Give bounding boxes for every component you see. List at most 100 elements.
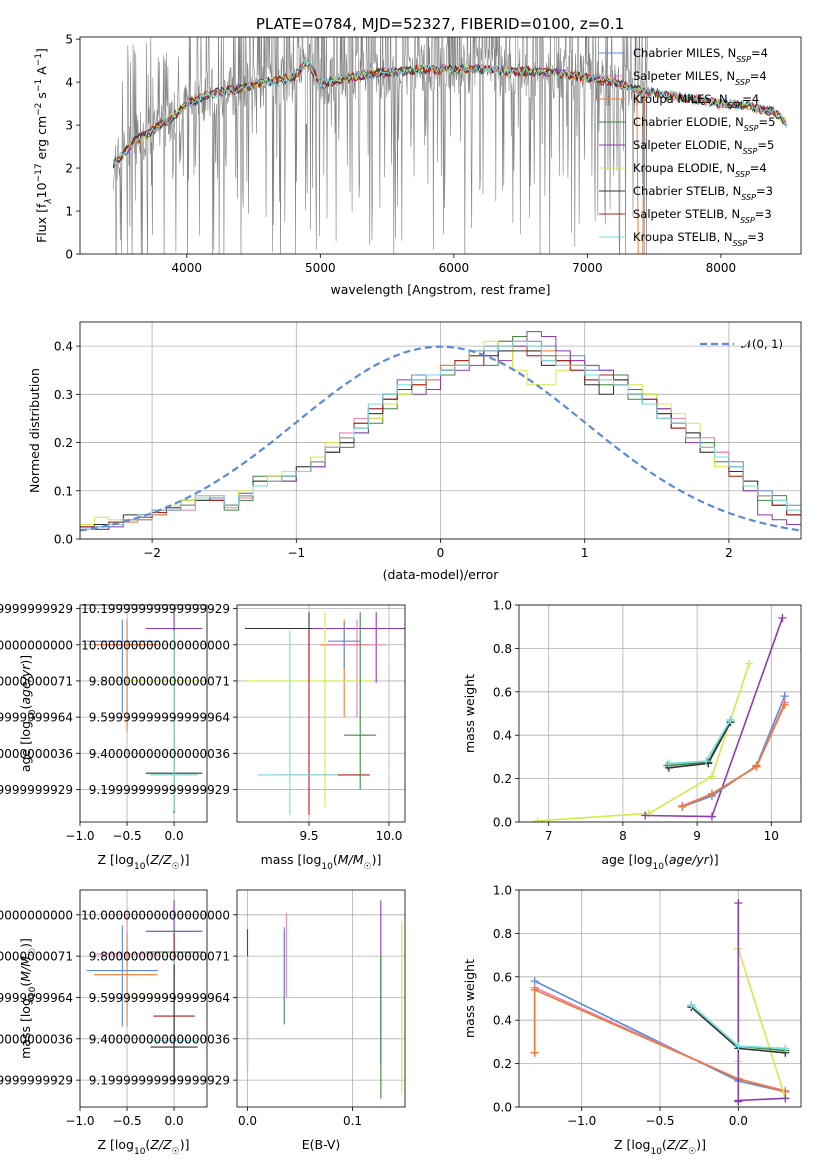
y-tick-label: 0.4 [493,1014,512,1028]
axes-mass-vs-EBV: 0.0 0.1 9.19999999999999929 9.4000000000000… [81,889,406,1152]
y-tick-label: 1.0 [493,884,512,898]
legend-label: Kroupa ELODIE, NSSP=4 [633,161,767,179]
axes-spectrum: 4000 5000 6000 7000 8000 0 1 2 3 4 5 Chabrier MILES… [34,33,802,297]
histogram-series [80,340,801,539]
y-tick-label: 10.00000000000000000 [81,638,230,652]
axes-frame [79,604,208,823]
legend-label: Salpeter STELIB, NSSP=3 [633,207,772,225]
axes-age-vs-mass: 9.5 10.0 9.19999999999999929 9.400000000000… [81,602,406,872]
y-axis-label: Flux [fλ10−17 erg cm−2 s−1 A−1] [34,48,54,243]
weight-line [737,948,787,1099]
y-tick-label: 9.40000000000000036 [0,747,73,761]
y-tick-label: 0.8 [493,642,512,656]
weight-line [681,704,786,808]
ticks-residuals: −2 −1 0 1 2 0.0 0.1 0.2 0.3 0.4 [54,340,733,560]
y-tick-label: 9.59999999999999964 [89,711,230,725]
y-tick-label: 9.80000000000000071 [89,950,230,964]
legend-label: Chabrier STELIB, NSSP=3 [633,184,773,202]
x-axis-label: Z [log10(Z/Z☉)] [614,1137,706,1157]
x-tick-label: 7000 [572,261,603,275]
weight-marker [745,659,754,668]
legend-label: Chabrier MILES, NSSP=4 [633,46,768,64]
legend-spectrum: Chabrier MILES, NSSP=4 Salpeter MILES, NS… [599,46,775,248]
weight-line [533,988,786,1093]
x-tick-label: 8 [619,829,627,843]
x-axis-label: wavelength [Angstrom, rest frame] [330,282,550,297]
y-tick-label: 0.8 [493,927,512,941]
y-tick-label: 9.80000000000000071 [89,674,230,688]
axes-frame [79,36,802,255]
x-tick-label: 2 [725,546,733,560]
y-tick-label: 10.19999999999999929 [0,602,73,616]
axes-frame [236,889,406,1108]
y-tick-label: 0.2 [493,772,512,786]
x-tick-label: 6000 [439,261,470,275]
y-tick-label: 10.00000000000000000 [81,908,230,922]
x-tick-label: 5000 [305,261,336,275]
weight-marker [726,716,735,725]
x-tick-label: 0.1 [343,1114,362,1128]
y-tick-label: 9.40000000000000036 [89,1032,230,1046]
plot-area-residuals [80,331,801,539]
y-tick-label: 0.0 [54,533,73,547]
y-tick-label: 0.0 [493,816,512,830]
axes-mass-vs-Z: −1.0 −0.5 0.0 9.19999999999999929 9.40000000… [0,889,208,1157]
x-axis-label: Z [log10(Z/Z☉)] [98,852,190,872]
ticks-spectrum: 4000 5000 6000 7000 8000 0 1 2 3 4 5 [65,33,736,275]
x-tick-label: −2 [143,546,161,560]
x-tick-label: −0.5 [112,1114,141,1128]
y-tick-label: 9.80000000000000071 [0,674,73,688]
axes-age-vs-Z: −1.0 −0.5 0.0 9.19999999999999929 9.40000000… [0,602,208,872]
weight-marker [734,1096,743,1105]
weight-marker [533,816,542,822]
weight-marker [707,812,716,821]
y-axis-label: mass weight [462,674,477,753]
legend-label: Kroupa STELIB, NSSP=3 [633,230,764,248]
ticks-age-vs-mass: 9.5 10.0 9.19999999999999929 9.400000000000… [81,602,402,843]
x-tick-label: −1.0 [65,1114,94,1128]
weight-line [645,617,784,818]
plot-area-spectrum [112,37,787,254]
y-tick-label: 9.19999999999999929 [0,783,73,797]
weight-line [667,719,732,767]
y-axis-label: Normed distribution [27,368,42,493]
axes-frame [518,604,802,823]
axes-frame [236,604,406,823]
y-tick-label: 0.1 [54,484,73,498]
weight-marker [781,1094,790,1103]
y-tick-label: 0.4 [54,340,73,354]
weight-marker [641,811,650,820]
y-tick-label: 10.00000000000000000 [0,908,73,922]
y-tick-label: 9.80000000000000071 [0,950,73,964]
legend-label: Salpeter MILES, NSSP=4 [633,69,767,87]
ticks-age-vs-Z: −1.0 −0.5 0.0 9.19999999999999929 9.40000000… [0,602,184,843]
x-tick-label: 4000 [172,261,203,275]
x-axis-label: E(B-V) [302,1137,341,1152]
x-tick-label: 1 [581,546,589,560]
model-spectrum [112,56,787,167]
legend-label: Chabrier ELODIE, NSSP=5 [633,115,775,133]
y-tick-label: 5 [65,33,73,47]
y-tick-label: 1.0 [493,599,512,613]
y-tick-label: 0.0 [493,1101,512,1115]
x-tick-label: 9 [693,829,701,843]
y-tick-label: 9.19999999999999929 [89,1074,230,1088]
axes-frame [79,889,208,1108]
x-axis-label: age [log10(age/yr)] [601,852,718,872]
y-tick-label: 0 [65,248,73,262]
plot-area-mass-vs-Z [86,900,203,1085]
x-tick-label: 0 [437,546,445,560]
plot-area-age-vs-Z [86,612,203,813]
x-tick-label: −1 [287,546,305,560]
x-tick-label: 0.0 [729,1114,748,1128]
y-axis-label: mass weight [462,959,477,1038]
normal-curve [80,345,801,532]
legend-label: 𝒩(0, 1) [741,337,783,351]
y-tick-label: 0.4 [493,729,512,743]
ticks-mass-vs-EBV: 0.0 0.1 9.19999999999999929 9.4000000000000… [81,908,362,1128]
x-tick-label: 8000 [706,261,737,275]
plot-area-weight-vs-Z [530,899,790,1106]
axes-weight-vs-age: 7 8 9 10 0.0 0.2 0.4 0.6 0.8 1.0 age [log10(age/yr… [462,599,802,872]
y-tick-label: 0.6 [493,685,512,699]
y-axis-label: age [log10(age/yr)] [18,655,38,772]
